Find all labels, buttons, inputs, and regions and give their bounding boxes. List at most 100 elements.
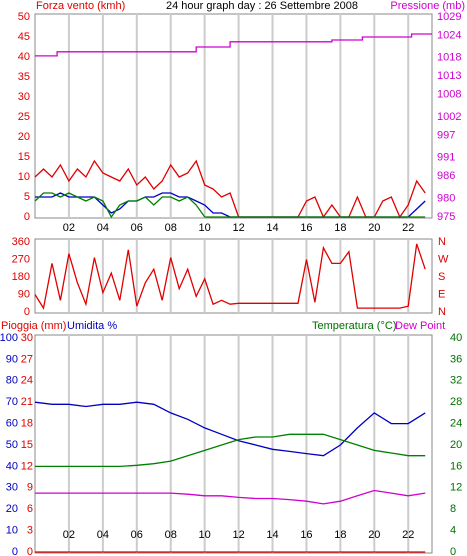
- y-tick-label: 35: [18, 71, 30, 83]
- y-tick-label: 90: [6, 353, 18, 365]
- x-tick-label: 10: [199, 222, 211, 234]
- y2-tick-label: 20: [450, 439, 462, 451]
- x-tick-label: 16: [300, 529, 312, 541]
- y-tick-label: 0: [24, 306, 30, 318]
- y3-tick-label: 15: [21, 439, 33, 451]
- x-tick-label: 02: [63, 529, 75, 541]
- y2-tick-label: 24: [450, 418, 462, 430]
- data-line: [34, 401, 426, 457]
- y-tick-label: 15: [18, 151, 30, 163]
- y2-tick-label: 40: [450, 332, 462, 344]
- x-tick-label: 04: [97, 222, 109, 234]
- y3-tick-label: 6: [27, 503, 33, 515]
- y2-tick-label: 1013: [437, 70, 461, 82]
- y-tick-label: 50: [6, 439, 18, 451]
- x-tick-label: 18: [334, 222, 346, 234]
- chart-title: 24 hour graph day : 26 Settembre 2008: [166, 0, 358, 12]
- y2-tick-label: 986: [437, 170, 455, 182]
- y3-tick-label: 12: [21, 460, 33, 472]
- y-tick-label: 90: [18, 288, 30, 300]
- y-tick-label: 20: [6, 503, 18, 515]
- y2-tick-label: 980: [437, 192, 455, 204]
- y-tick-label: 100: [0, 332, 18, 344]
- x-tick-label: 08: [165, 529, 177, 541]
- data-line: [34, 243, 426, 310]
- y2-tick-label: 1002: [437, 111, 461, 123]
- y2-tick-label: 975: [437, 211, 455, 223]
- y-tick-label: 10: [6, 525, 18, 537]
- y-tick-label: 40: [18, 51, 30, 63]
- y2-tick-label: N: [438, 236, 446, 248]
- y-tick-label: 270: [12, 253, 30, 265]
- x-tick-label: 06: [131, 222, 143, 234]
- data-line: [34, 192, 426, 219]
- y2-axis-label: Pressione (mb): [390, 0, 465, 12]
- x-tick-label: 22: [402, 222, 414, 234]
- y-tick-label: 60: [6, 418, 18, 430]
- x-tick-label: 18: [334, 529, 346, 541]
- y3-tick-label: 9: [27, 482, 33, 494]
- x-tick-label: 22: [402, 529, 414, 541]
- y3-tick-label: 24: [21, 375, 33, 387]
- plot-area: [34, 238, 433, 314]
- y2-tick-label: N: [438, 306, 446, 318]
- y-axis-label: Umidita %: [67, 320, 117, 332]
- y2-tick-label: 28: [450, 396, 462, 408]
- y-tick-label: 0: [12, 546, 18, 556]
- y2-tick-label: 12: [450, 482, 462, 494]
- y-tick-label: 30: [18, 91, 30, 103]
- plot-area: [34, 13, 433, 219]
- y2-tick-label: 1018: [437, 52, 461, 64]
- y-tick-label: 50: [18, 11, 30, 23]
- y-tick-label: 40: [6, 460, 18, 472]
- x-tick-label: 12: [232, 222, 244, 234]
- y-axis-label: Forza vento (kmh): [36, 0, 125, 12]
- y2-tick-label: S: [438, 271, 445, 283]
- y3-tick-label: 0: [27, 546, 33, 556]
- data-line: [35, 489, 426, 505]
- y3-tick-label: 3: [27, 525, 33, 537]
- y2-tick-label: 0: [450, 546, 456, 556]
- y-tick-label: 70: [6, 396, 18, 408]
- series-label: Dew Point: [395, 320, 445, 332]
- y2-tick-label: 997: [437, 129, 455, 141]
- y2-tick-label: 1024: [437, 29, 461, 41]
- x-tick-label: 14: [266, 222, 278, 234]
- y2-tick-label: E: [438, 288, 445, 300]
- y3-tick-label: 21: [21, 396, 33, 408]
- y-tick-label: 180: [12, 271, 30, 283]
- data-line: [34, 159, 426, 219]
- y2-tick-label: 1029: [437, 11, 461, 23]
- x-tick-label: 10: [199, 529, 211, 541]
- y-tick-label: 45: [18, 31, 30, 43]
- y2-tick-label: 16: [450, 460, 462, 472]
- plot-area: [34, 334, 433, 554]
- x-tick-label: 04: [97, 529, 109, 541]
- y2-tick-label: 991: [437, 152, 455, 164]
- y3-axis-label: Pioggia (mm): [1, 320, 66, 332]
- y-tick-label: 80: [6, 375, 18, 387]
- y2-tick-label: 8: [450, 503, 456, 515]
- y-tick-label: 360: [12, 236, 30, 248]
- y2-tick-label: 1008: [437, 89, 461, 101]
- x-tick-label: 20: [368, 529, 380, 541]
- x-tick-label: 16: [300, 222, 312, 234]
- y3-tick-label: 30: [21, 332, 33, 344]
- y2-axis-label: Temperatura (°C): [312, 320, 396, 332]
- y3-tick-label: 18: [21, 418, 33, 430]
- x-tick-label: 08: [165, 222, 177, 234]
- y3-tick-label: 27: [21, 353, 33, 365]
- y-tick-label: 20: [18, 131, 30, 143]
- y-tick-label: 25: [18, 111, 30, 123]
- x-tick-label: 20: [368, 222, 380, 234]
- x-tick-label: 02: [63, 222, 75, 234]
- y-tick-label: 0: [24, 211, 30, 223]
- y2-tick-label: 32: [450, 375, 462, 387]
- y-tick-label: 10: [18, 171, 30, 183]
- data-line: [35, 33, 432, 57]
- data-line: [35, 433, 426, 468]
- x-tick-label: 12: [232, 529, 244, 541]
- y2-tick-label: 4: [450, 525, 456, 537]
- x-tick-label: 06: [131, 529, 143, 541]
